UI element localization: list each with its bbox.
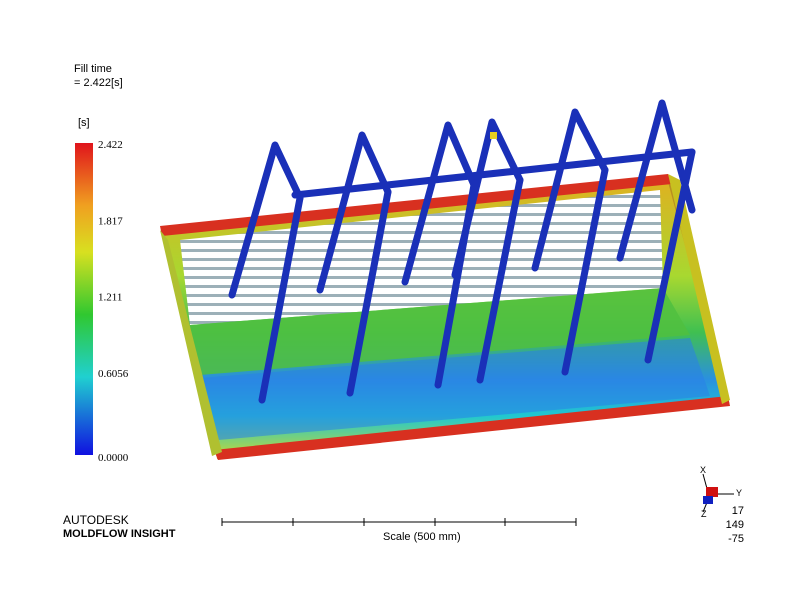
legend-tick: 2.422: [98, 139, 123, 151]
scale-bar: [221, 518, 577, 526]
axis-y: Y: [736, 488, 742, 498]
result-name: Fill time: [74, 63, 112, 75]
result-value: = 2.422[s]: [74, 77, 123, 89]
brand-company: AUTODESK: [63, 513, 129, 527]
legend-tick: 0.0000: [98, 452, 129, 464]
axis-triad: [702, 473, 734, 513]
axis-x: X: [700, 465, 706, 475]
legend-tick: 0.6056: [98, 368, 129, 380]
color-bar: [75, 143, 93, 455]
legend-tick: 1.211: [98, 292, 122, 304]
model: [160, 99, 730, 460]
angle: 149: [726, 519, 744, 531]
legend-unit: [s]: [78, 117, 90, 129]
axis-z: Z: [701, 509, 707, 519]
angle: 17: [732, 505, 744, 517]
legend-tick: 1.817: [98, 215, 123, 227]
scale-label: Scale (500 mm): [383, 531, 461, 543]
angle: -75: [728, 533, 744, 545]
brand-product: MOLDFLOW INSIGHT: [63, 528, 176, 540]
